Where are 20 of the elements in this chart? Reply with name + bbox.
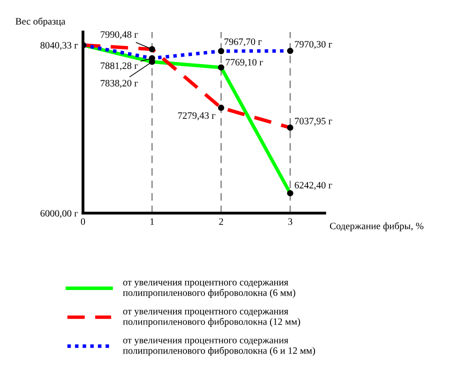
data-label: 7037,95 г — [294, 118, 332, 126]
x-tick-label: 0 — [80, 218, 86, 225]
y-tick-label: 6000,00 г — [40, 210, 78, 218]
data-label: 6242,40 г — [294, 182, 332, 190]
legend-label: от увеличения процентного содержания полипропиленового фиброволокна (6 мм) — [122, 280, 296, 298]
data-label: 7769,10 г — [226, 58, 264, 67]
x-tick-label: 3 — [288, 218, 292, 225]
data-label: 7279,43 г — [178, 112, 216, 120]
legend-label: от увеличения процентного содержания полипропиленового фиброволокна (12 мм) — [122, 310, 300, 327]
y-axis-title: Вес образца — [16, 18, 66, 27]
data-label: 7881,28 г — [100, 62, 138, 70]
legend-label: от увеличения процентного содержания полипропиленового фиброволокна (6 и 12 мм) — [122, 338, 316, 356]
x-tick-label: 1 — [150, 218, 154, 225]
data-label: 7990,48 г — [100, 31, 138, 40]
data-label: 7967,70 г — [224, 38, 262, 46]
x-axis-title: Содержание фибры, % — [330, 222, 424, 232]
data-label: 7970,30 г — [294, 40, 332, 49]
x-tick-label: 2 — [219, 218, 224, 225]
y-tick-label: 8040,33 г — [40, 42, 78, 50]
data-label: 7838,20 г — [100, 80, 138, 88]
